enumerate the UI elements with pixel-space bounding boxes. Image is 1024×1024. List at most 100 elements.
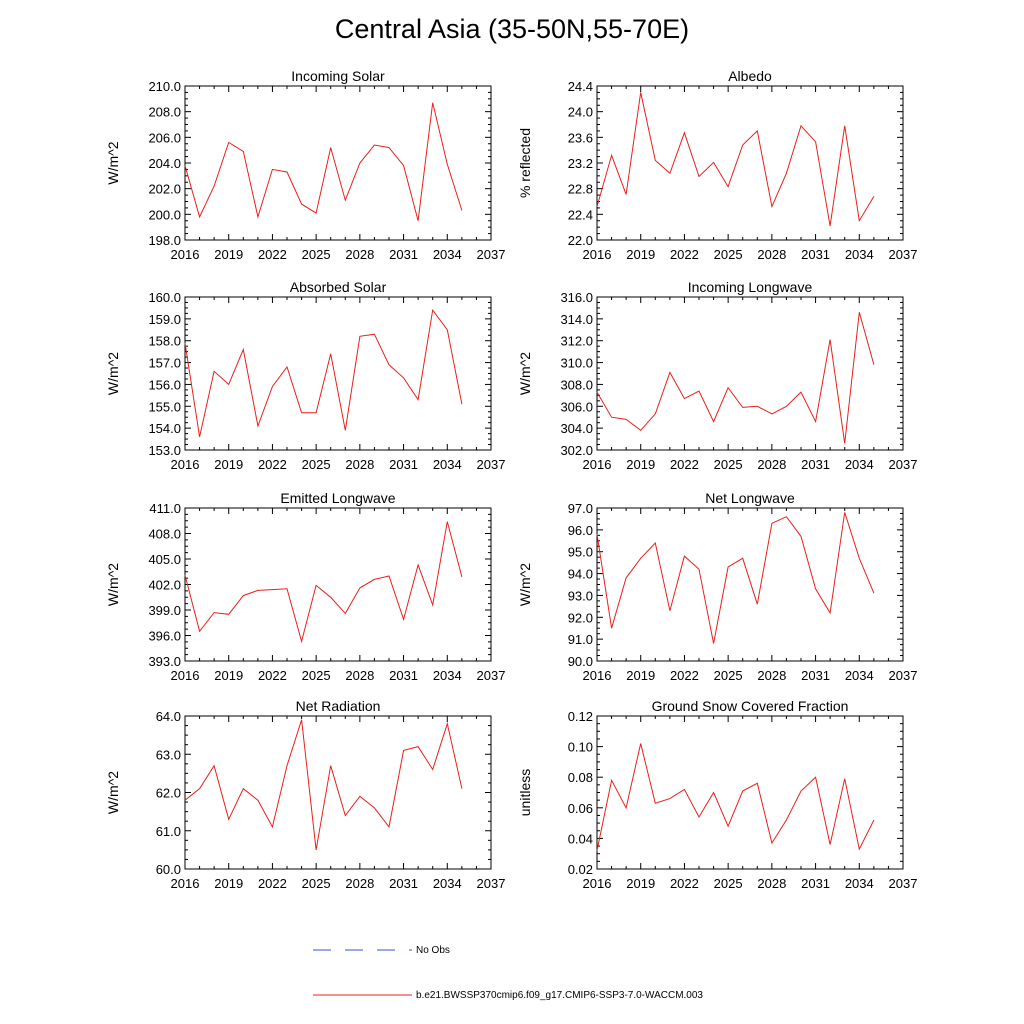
- series-line-absorbed-solar: [184, 308, 463, 438]
- y-axis-label: W/m^2: [105, 352, 121, 395]
- panel-albedo: Albedo % reflected 2016 2019 2022 2025 2028 203…: [517, 68, 917, 262]
- plot-frame: [184, 507, 492, 662]
- x-tick-label: 2028: [345, 668, 374, 683]
- y-tick-label: 0.02: [568, 862, 593, 877]
- x-tick-label: 2031: [389, 457, 418, 472]
- x-tick-label: 2022: [258, 668, 287, 683]
- y-axis-label: W/m^2: [105, 141, 121, 184]
- y-axis-label: W/m^2: [517, 563, 533, 606]
- series-line-emitted-longwave: [184, 521, 463, 644]
- y-axis-label: W/m^2: [517, 352, 533, 395]
- plot-frame: [184, 715, 492, 870]
- x-tick-label: 2019: [214, 457, 243, 472]
- x-tick-label: 2025: [714, 668, 743, 683]
- chart-panels: Incoming Solar W/m^2 2016 2019 2022 2025 2028 2…: [105, 68, 917, 891]
- y-tick-label: 0.10: [568, 740, 593, 755]
- y-tick-label: 92.0: [568, 610, 593, 625]
- y-tick-label: 399.0: [148, 603, 181, 618]
- y-tick-label: 160.0: [148, 290, 181, 305]
- x-tick-label: 2037: [477, 668, 506, 683]
- x-tick-label: 2031: [801, 247, 830, 262]
- y-tick-label: 64.0: [156, 709, 181, 724]
- y-tick-label: 154.0: [148, 421, 181, 436]
- x-tick-label: 2025: [302, 876, 331, 891]
- x-tick-label: 2016: [583, 457, 612, 472]
- x-tick-label: 2022: [670, 876, 699, 891]
- y-tick-label: 316.0: [560, 290, 593, 305]
- x-tick-label: 2019: [214, 668, 243, 683]
- panel-title: Albedo: [728, 68, 772, 84]
- y-tick-label: 63.0: [156, 747, 181, 762]
- panel-title: Incoming Longwave: [688, 279, 813, 295]
- x-tick-label: 2034: [845, 876, 874, 891]
- panel-absorbed-solar: Absorbed Solar W/m^2 2016 2019 2022 2025 2028 2…: [105, 279, 505, 472]
- legend-label-no-obs: No Obs: [416, 945, 450, 956]
- y-tick-label: 198.0: [148, 233, 181, 248]
- series-line-ground-snow-covered-fraction: [596, 743, 875, 851]
- x-tick-label: 2016: [583, 668, 612, 683]
- y-tick-label: 94.0: [568, 567, 593, 582]
- y-tick-label: 204.0: [148, 156, 181, 171]
- x-tick-label: 2025: [714, 247, 743, 262]
- x-tick-label: 2037: [889, 457, 918, 472]
- plot-frame: [184, 85, 492, 241]
- x-tick-label: 2019: [214, 876, 243, 891]
- x-tick-label: 2034: [433, 668, 462, 683]
- y-tick-label: 22.0: [568, 233, 593, 248]
- series-line-incoming-solar: [184, 102, 463, 221]
- y-tick-label: 159.0: [148, 312, 181, 327]
- y-tick-label: 402.0: [148, 578, 181, 593]
- y-tick-label: 302.0: [560, 443, 593, 458]
- x-tick-label: 2031: [389, 247, 418, 262]
- plot-frame: [596, 85, 904, 241]
- y-tick-label: 405.0: [148, 552, 181, 567]
- y-tick-label: 0.06: [568, 801, 593, 816]
- x-tick-label: 2019: [214, 247, 243, 262]
- series-line-net-longwave: [596, 512, 875, 644]
- y-tick-label: 91.0: [568, 632, 593, 647]
- x-tick-label: 2034: [845, 247, 874, 262]
- y-tick-label: 153.0: [148, 443, 181, 458]
- x-tick-label: 2031: [801, 876, 830, 891]
- x-tick-label: 2028: [345, 247, 374, 262]
- x-tick-label: 2016: [171, 668, 200, 683]
- y-tick-label: 210.0: [148, 79, 181, 94]
- y-tick-label: 22.4: [568, 207, 593, 222]
- x-tick-label: 2037: [889, 247, 918, 262]
- panel-title: Net Radiation: [296, 698, 381, 714]
- x-tick-label: 2022: [670, 247, 699, 262]
- y-tick-label: 22.8: [568, 182, 593, 197]
- series-line-albedo: [596, 92, 875, 226]
- x-tick-label: 2025: [714, 457, 743, 472]
- x-tick-label: 2025: [302, 247, 331, 262]
- x-tick-label: 2025: [302, 457, 331, 472]
- x-tick-label: 2034: [845, 457, 874, 472]
- y-tick-label: 155.0: [148, 399, 181, 414]
- x-tick-label: 2022: [258, 247, 287, 262]
- x-tick-label: 2037: [477, 457, 506, 472]
- x-tick-label: 2016: [583, 876, 612, 891]
- x-tick-label: 2028: [345, 876, 374, 891]
- panel-title: Absorbed Solar: [290, 279, 387, 295]
- y-tick-label: 411.0: [149, 501, 181, 516]
- plot-frame: [596, 507, 904, 662]
- x-tick-label: 2016: [171, 247, 200, 262]
- x-tick-label: 2019: [626, 876, 655, 891]
- y-tick-label: 24.4: [568, 79, 593, 94]
- y-tick-label: 23.2: [568, 156, 593, 171]
- y-tick-label: 310.0: [560, 356, 593, 371]
- y-tick-label: 23.6: [568, 130, 593, 145]
- x-tick-label: 2019: [626, 247, 655, 262]
- y-tick-label: 90.0: [568, 654, 593, 669]
- y-tick-label: 396.0: [148, 629, 181, 644]
- x-tick-label: 2022: [670, 668, 699, 683]
- x-tick-label: 2016: [171, 876, 200, 891]
- plot-frame: [596, 296, 904, 451]
- x-tick-label: 2037: [477, 876, 506, 891]
- panel-title: Emitted Longwave: [280, 490, 395, 506]
- y-tick-label: 0.04: [568, 831, 593, 846]
- y-axis-label: % reflected: [517, 128, 533, 198]
- y-tick-label: 93.0: [568, 588, 593, 603]
- y-tick-label: 61.0: [156, 824, 181, 839]
- panel-title: Ground Snow Covered Fraction: [652, 698, 849, 714]
